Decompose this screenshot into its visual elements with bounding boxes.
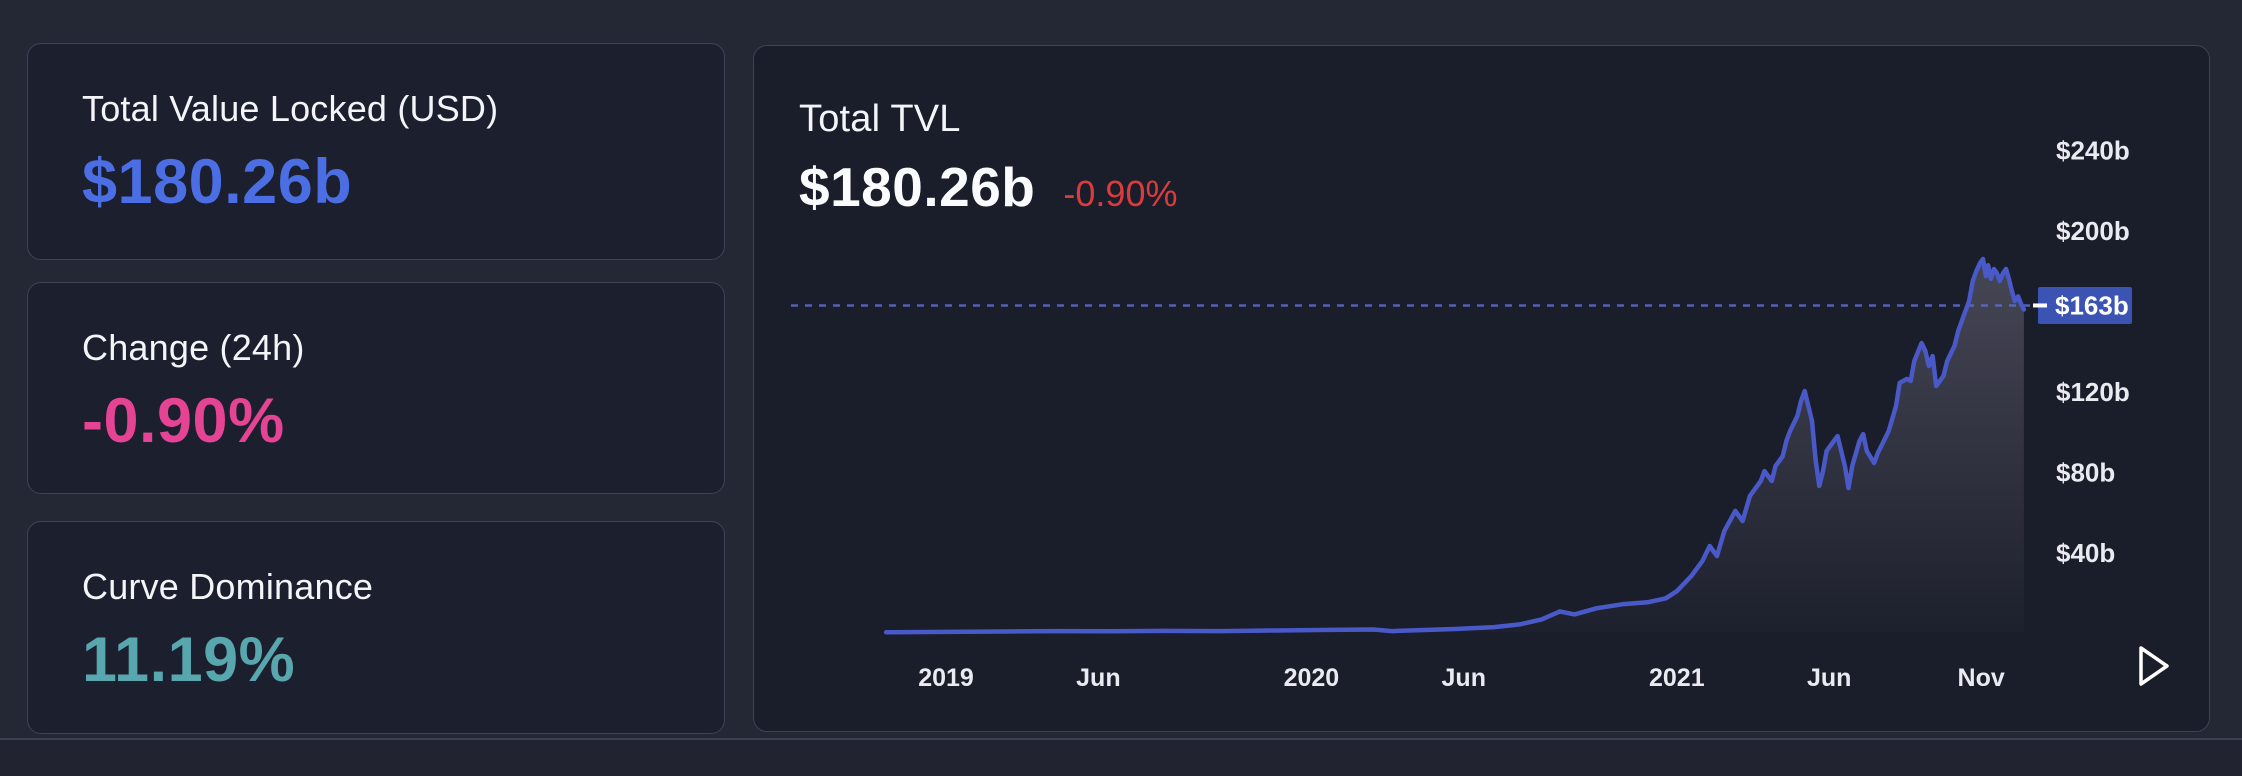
x-axis-label: Jun xyxy=(1076,664,1120,692)
y-axis-label: $80b xyxy=(2056,458,2115,488)
y-axis-label: $240b xyxy=(2056,136,2130,166)
bottom-strip xyxy=(0,740,2242,776)
current-value-label: $163b xyxy=(2055,290,2129,320)
x-axis-label: Jun xyxy=(1807,664,1851,692)
stat-card-change-24h: Change (24h) -0.90% xyxy=(27,282,725,494)
stat-label: Total Value Locked (USD) xyxy=(82,88,499,129)
chart-header: Total TVL $180.26b -0.90% xyxy=(799,98,1178,219)
stat-value: 11.19% xyxy=(82,625,296,696)
play-icon xyxy=(2139,646,2169,686)
stat-label: Curve Dominance xyxy=(82,566,374,607)
x-axis-label: 2021 xyxy=(1649,664,1705,692)
tvl-area-fill xyxy=(886,259,2024,633)
chart-current-value: $180.26b xyxy=(799,156,1036,218)
stat-value: $180.26b xyxy=(82,147,353,218)
x-axis-label: Jun xyxy=(1442,664,1486,692)
y-axis-label: $200b xyxy=(2056,216,2130,246)
chart-title: Total TVL xyxy=(799,98,961,140)
stat-card-total-value-locked: Total Value Locked (USD) $180.26b xyxy=(27,43,725,260)
stat-label: Change (24h) xyxy=(82,327,305,368)
stat-value: -0.90% xyxy=(82,386,285,457)
tvl-chart-card: Total TVL $180.26b -0.90% $240b $200b $120… xyxy=(753,45,2210,732)
tvl-chart[interactable]: $240b $200b $120b $80b $40b 2019 Jun 2020 Jun 202… xyxy=(754,46,2211,733)
x-axis-label: 2019 xyxy=(918,664,974,692)
chart-change-badge: -0.90% xyxy=(1063,173,1178,214)
play-button[interactable] xyxy=(2126,638,2182,694)
current-value-marker xyxy=(2038,286,2132,324)
y-axis-label: $40b xyxy=(2056,538,2115,568)
tvl-line xyxy=(883,256,2027,635)
stat-card-curve-dominance: Curve Dominance 11.19% xyxy=(27,521,725,734)
x-axis-label: Nov xyxy=(1958,664,2005,692)
y-axis-label: $120b xyxy=(2056,377,2130,407)
x-axis-label: 2020 xyxy=(1284,664,1340,692)
bottom-divider xyxy=(0,738,2242,740)
chart-value-row: $180.26b -0.90% xyxy=(799,155,1178,219)
